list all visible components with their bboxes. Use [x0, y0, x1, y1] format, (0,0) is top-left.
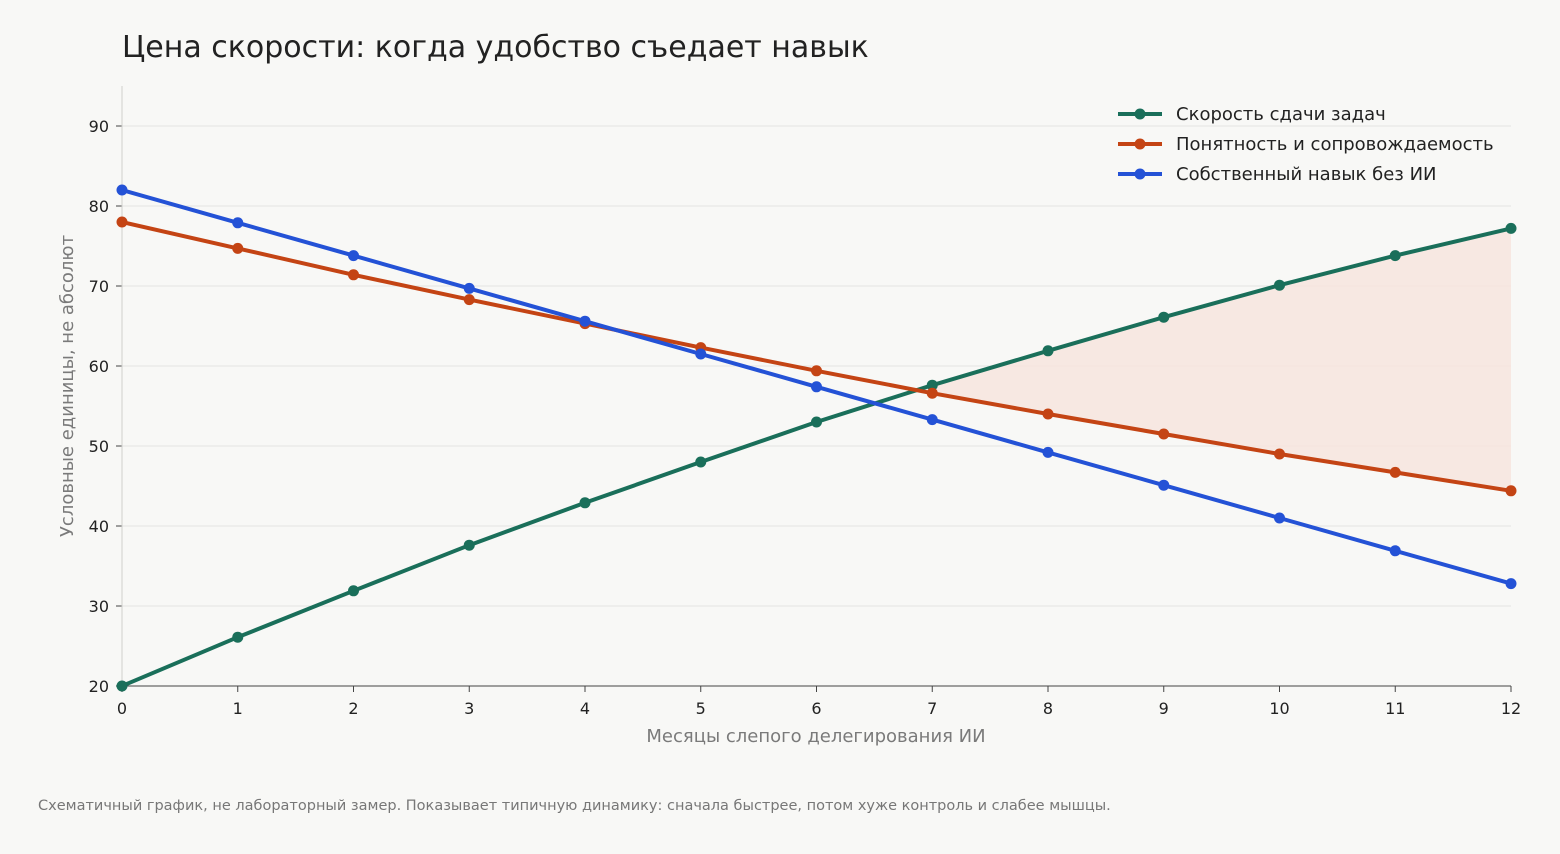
- data-point: [1274, 448, 1285, 460]
- data-point: [232, 242, 244, 254]
- data-point: [116, 216, 128, 228]
- data-point: [463, 294, 475, 306]
- legend-item: Скорость сдачи задач: [1118, 104, 1386, 125]
- data-point: [463, 539, 475, 551]
- data-point: [348, 250, 359, 262]
- legend-item: Собственный навык без ИИ: [1118, 164, 1437, 185]
- data-point: [1505, 222, 1517, 234]
- footnote: Схематичный график, не лабораторный заме…: [38, 798, 1111, 814]
- data-point: [1158, 311, 1170, 323]
- y-tick-label: 70: [89, 277, 109, 296]
- data-point: [1274, 279, 1285, 291]
- data-point: [1158, 428, 1170, 440]
- x-tick-label: 3: [464, 699, 474, 718]
- data-point: [926, 387, 938, 399]
- series-lines: [116, 184, 1517, 692]
- legend-swatch-marker: [1134, 108, 1146, 120]
- data-point: [232, 217, 244, 229]
- grid-lines: [122, 125, 1511, 607]
- x-tick-label: 7: [927, 699, 937, 718]
- legend-label: Понятность и сопровождаемость: [1176, 134, 1494, 155]
- series-2: [116, 184, 1517, 590]
- x-tick-label: 9: [1159, 699, 1169, 718]
- data-point: [1042, 408, 1054, 420]
- x-tick-label: 6: [811, 699, 821, 718]
- data-point: [926, 414, 938, 426]
- series-1: [116, 216, 1517, 497]
- x-tick-label: 0: [117, 699, 127, 718]
- x-tick-label: 12: [1501, 699, 1521, 718]
- y-axis-title: Условные единицы, не абсолют: [57, 235, 78, 537]
- data-point: [1042, 345, 1054, 357]
- y-tick-label: 30: [89, 597, 109, 616]
- data-point: [926, 379, 938, 391]
- data-point: [579, 497, 591, 509]
- y-tick-label: 20: [89, 677, 109, 696]
- legend-label: Собственный навык без ИИ: [1176, 164, 1437, 185]
- legend-item: Понятность и сопровождаемость: [1118, 134, 1494, 155]
- y-tick-label: 80: [89, 197, 109, 216]
- data-point: [811, 416, 822, 428]
- data-point: [811, 381, 822, 393]
- chart-title: Цена скорости: когда удобство съедает на…: [122, 30, 869, 65]
- data-point: [811, 365, 822, 377]
- y-tick-label: 90: [89, 117, 109, 136]
- x-tick-label: 2: [348, 699, 358, 718]
- data-point: [695, 456, 707, 468]
- x-tick-label: 4: [580, 699, 590, 718]
- data-point: [116, 184, 128, 196]
- x-tick-label: 1: [233, 699, 243, 718]
- data-point: [1505, 485, 1517, 497]
- data-point: [1389, 250, 1401, 262]
- data-point: [232, 631, 244, 643]
- data-point: [348, 269, 359, 281]
- x-tick-label: 8: [1043, 699, 1053, 718]
- series-0: [116, 222, 1517, 692]
- y-tick-label: 50: [89, 437, 109, 456]
- data-point: [695, 348, 707, 360]
- data-point: [1042, 446, 1054, 458]
- legend: Скорость сдачи задач Понятность и сопрово…: [1118, 104, 1494, 185]
- legend-swatch-marker: [1134, 168, 1146, 180]
- x-tick-label: 11: [1385, 699, 1405, 718]
- legend-label: Скорость сдачи задач: [1176, 104, 1386, 125]
- data-point: [1274, 512, 1285, 524]
- data-point: [348, 585, 359, 597]
- y-tick-label: 60: [89, 357, 109, 376]
- data-point: [1158, 479, 1170, 491]
- x-tick-label: 5: [696, 699, 706, 718]
- data-point: [116, 680, 128, 692]
- data-point: [579, 315, 591, 327]
- data-point: [1389, 545, 1401, 557]
- shaded-gap-area: [916, 228, 1511, 491]
- data-point: [1505, 578, 1517, 590]
- x-axis-title: Месяцы слепого делегирования ИИ: [646, 726, 985, 747]
- x-tick-label: 10: [1269, 699, 1289, 718]
- data-point: [1389, 466, 1401, 478]
- legend-swatch-marker: [1134, 138, 1146, 150]
- data-point: [463, 282, 475, 294]
- shaded-region: [916, 228, 1511, 491]
- y-tick-label: 40: [89, 517, 109, 536]
